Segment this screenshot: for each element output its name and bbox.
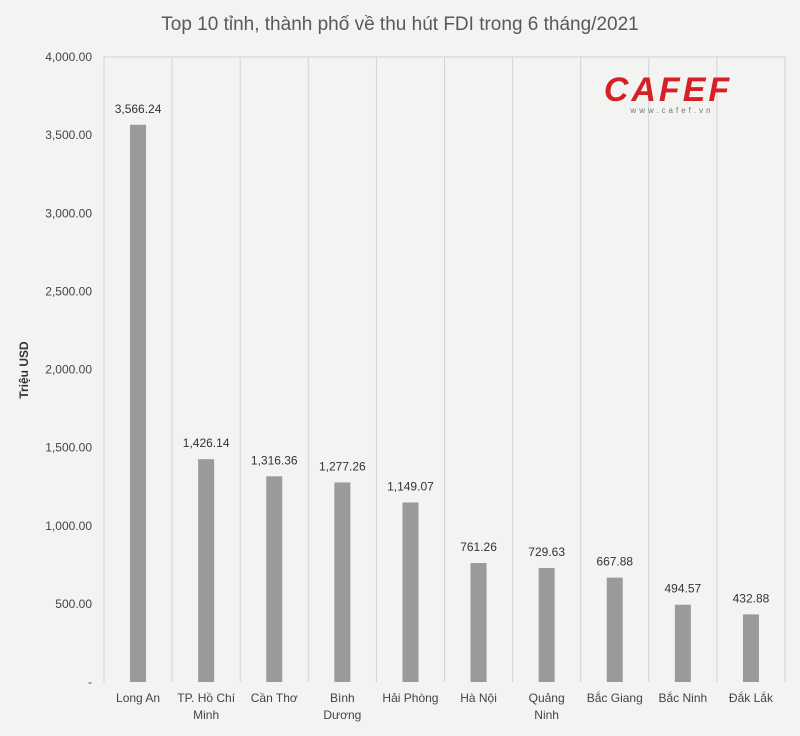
bar <box>674 604 691 682</box>
data-label: 494.57 <box>664 582 701 596</box>
x-tick-label: Hà Nội <box>460 691 497 705</box>
bar <box>130 124 147 682</box>
data-label: 3,566.24 <box>115 102 162 116</box>
y-tick-label: 500.00 <box>55 597 92 611</box>
x-tick-label: Bắc Ninh <box>658 690 707 705</box>
y-tick-label: - <box>88 675 92 689</box>
y-tick-label: 1,500.00 <box>45 441 92 455</box>
data-label: 729.63 <box>528 545 565 559</box>
bar <box>470 563 487 682</box>
bar <box>266 476 283 682</box>
y-axis-label: Triệu USD <box>17 341 31 399</box>
bar <box>198 459 215 682</box>
data-label: 1,277.26 <box>319 459 366 473</box>
y-tick-label: 4,000.00 <box>45 50 92 64</box>
x-tick-label: Cần Thơ <box>251 691 298 705</box>
y-tick-label: 2,000.00 <box>45 363 92 377</box>
y-tick-label: 2,500.00 <box>45 284 92 298</box>
chart-title: Top 10 tỉnh, thành phố về thu hút FDI tr… <box>161 14 638 35</box>
x-tick-label: Hải Phòng <box>382 691 438 705</box>
x-tick-label: TP. Hồ Chí <box>177 691 235 705</box>
grid-lines <box>103 56 786 682</box>
bar <box>402 502 419 682</box>
bars <box>130 124 759 682</box>
logo-subtext: www.cafef.vn <box>629 106 713 115</box>
data-label: 1,426.14 <box>183 436 230 450</box>
y-axis-ticks: - 500.00 1,000.00 1,500.00 2,000.00 2,500.00 3… <box>45 50 92 689</box>
x-tick-label: Dương <box>323 708 361 722</box>
data-label: 667.88 <box>596 555 633 569</box>
y-tick-label: 3,500.00 <box>45 128 92 142</box>
bar <box>606 577 623 682</box>
data-label: 1,149.07 <box>387 479 434 493</box>
x-tick-label: Ninh <box>534 708 559 722</box>
data-label: 1,316.36 <box>251 453 298 467</box>
y-tick-label: 3,000.00 <box>45 206 92 220</box>
x-tick-label: Long An <box>116 691 160 705</box>
y-tick-label: 1,000.00 <box>45 519 92 533</box>
x-tick-label: Quảng <box>529 691 565 705</box>
bar <box>538 567 555 682</box>
x-axis-ticks: Long An TP. Hồ Chí Minh Cần Thơ Bình Dương Hải… <box>116 690 774 722</box>
logo-text: CAFEF <box>604 71 732 109</box>
data-label: 432.88 <box>733 591 770 605</box>
x-tick-label: Minh <box>193 708 219 722</box>
data-label: 761.26 <box>460 540 497 554</box>
cafef-logo: CAFEF www.cafef.vn <box>604 71 732 115</box>
x-tick-label: Đắk Lắk <box>729 690 774 705</box>
bar <box>742 614 759 682</box>
x-tick-label: Bắc Giang <box>587 690 643 705</box>
data-labels: 3,566.24 1,426.14 1,316.36 1,277.26 1,149.07… <box>115 102 770 606</box>
x-tick-label: Bình <box>330 691 355 705</box>
bar <box>334 482 351 682</box>
